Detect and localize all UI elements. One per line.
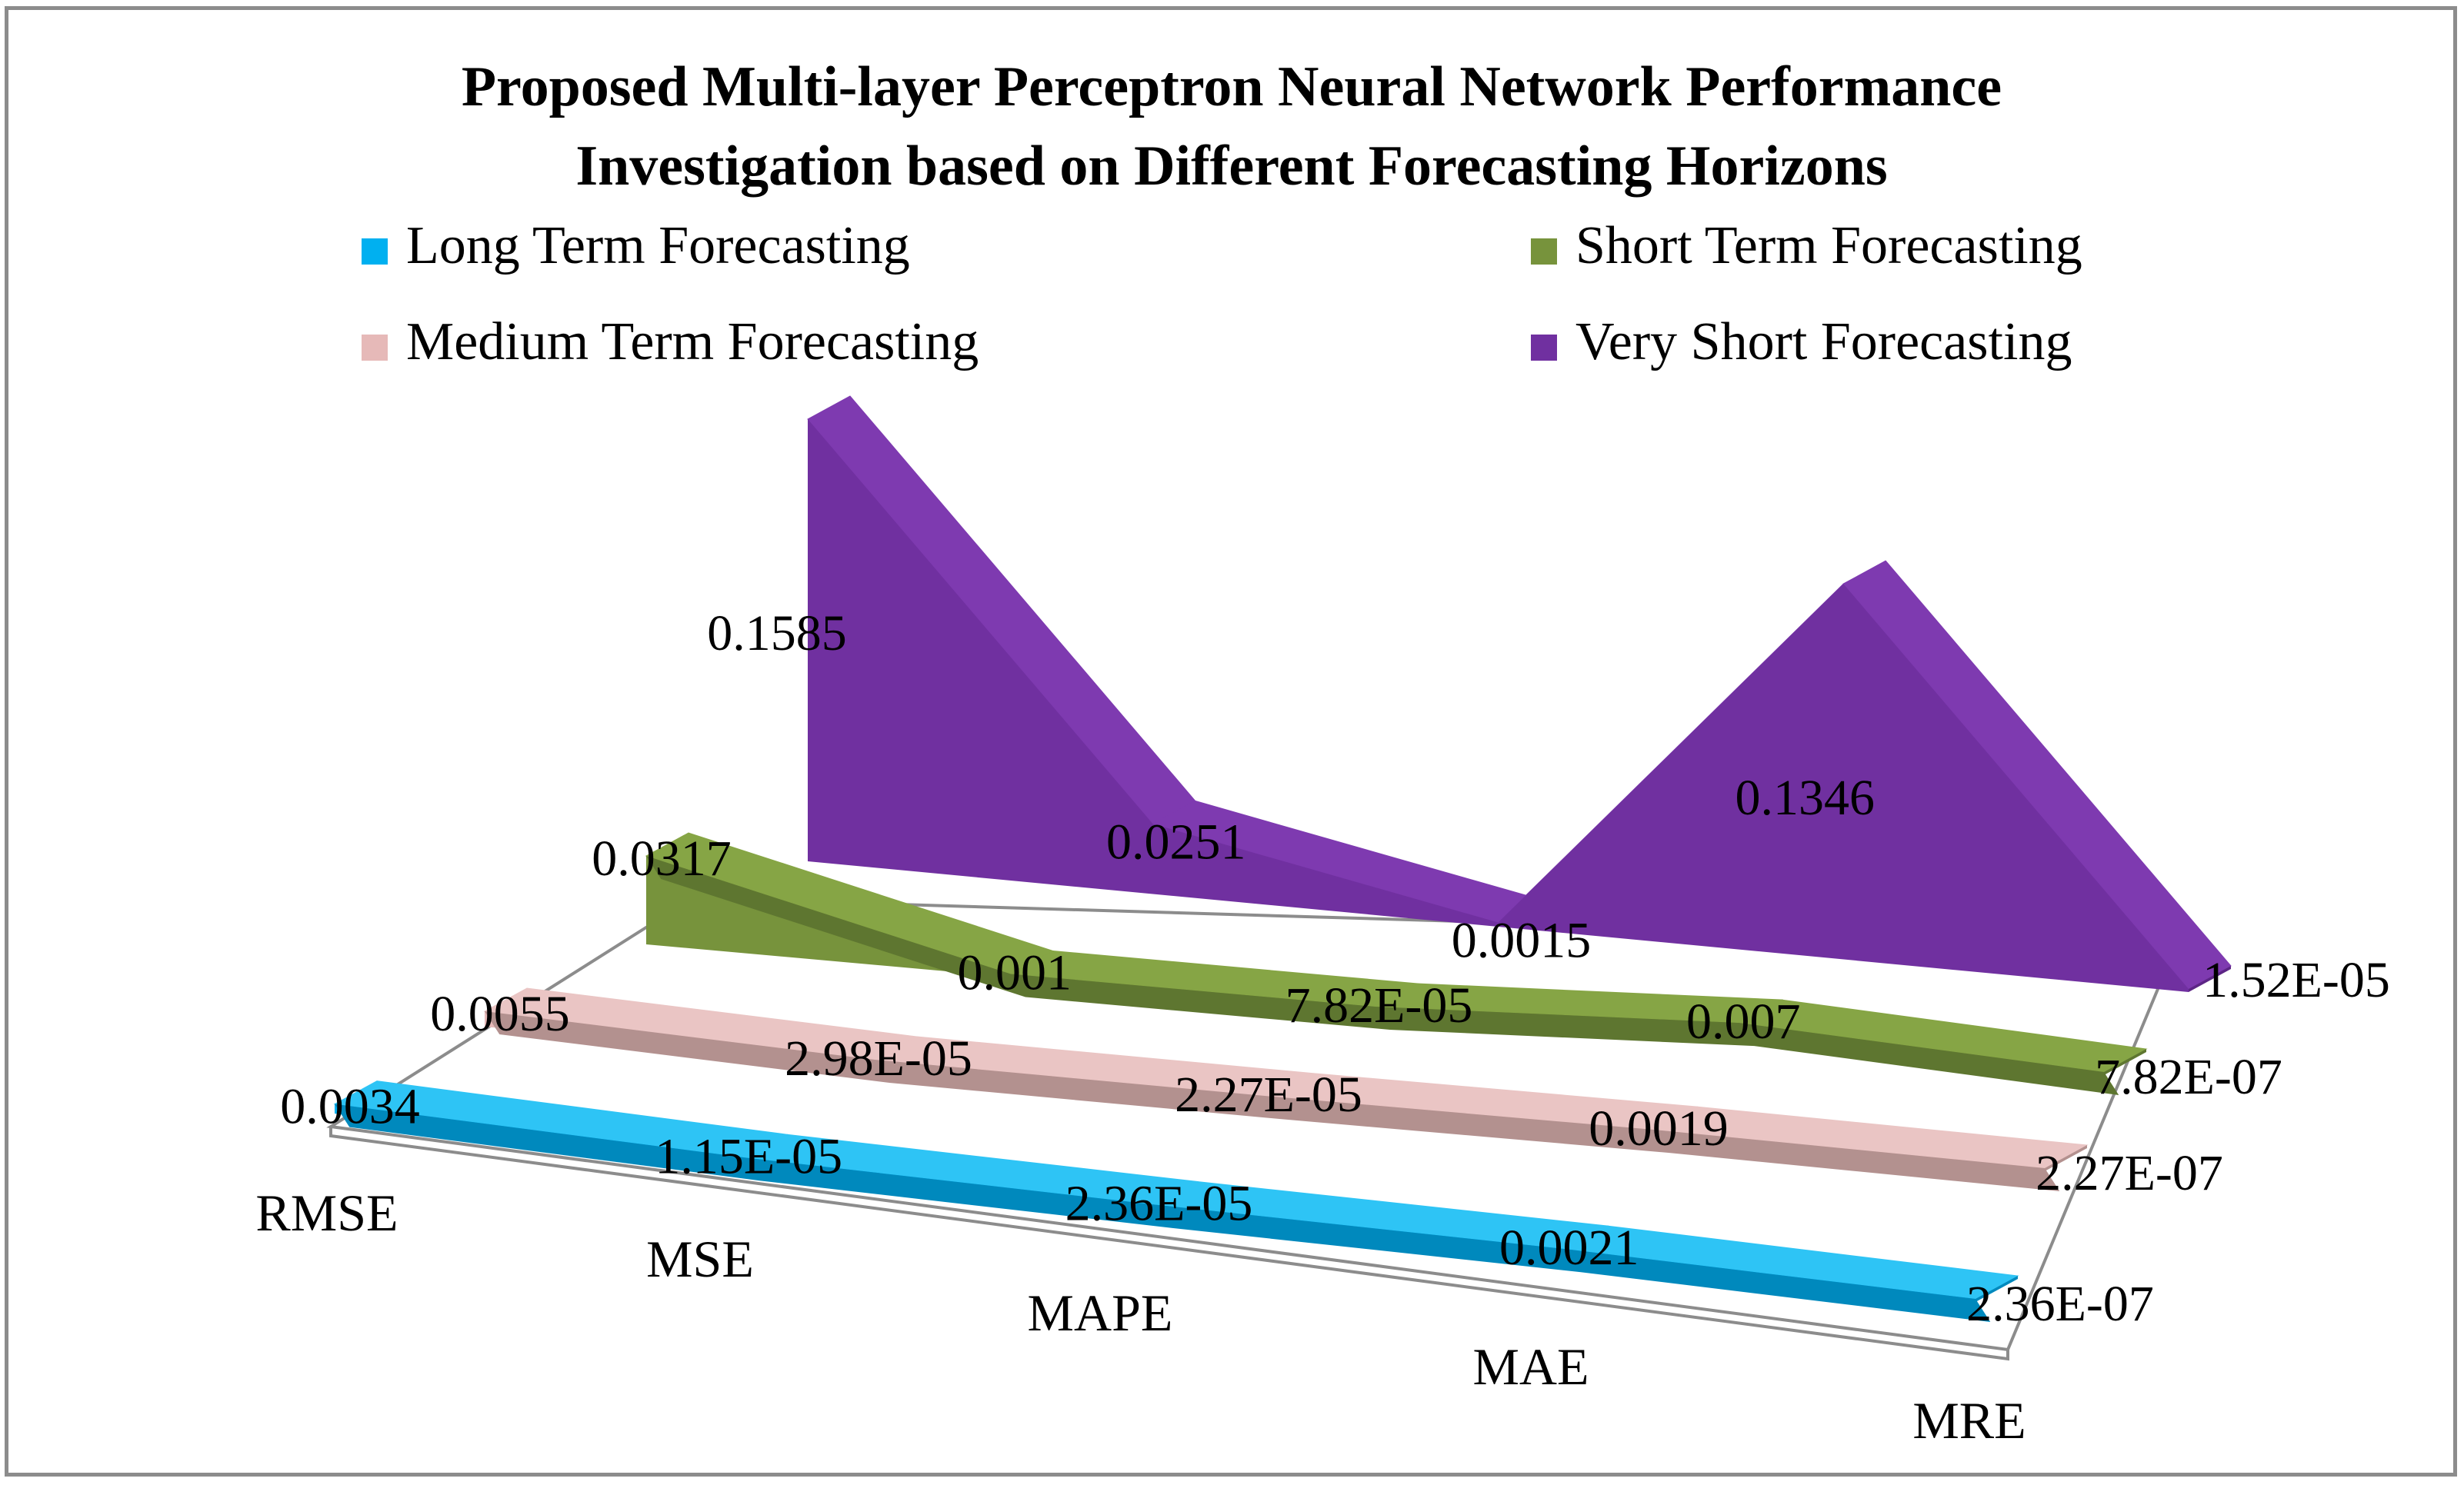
- data-label-short-term-forecasting-mre: 7.82E-07: [2095, 1049, 2282, 1105]
- legend-item-medium-term-forecasting: Medium Term Forecasting: [362, 312, 979, 371]
- data-label-long-term-forecasting-mape: 2.36E-05: [1065, 1176, 1253, 1232]
- category-label-mape: MAPE: [1028, 1284, 1173, 1342]
- series-medium-term-forecasting: [483, 987, 2089, 1191]
- data-label-long-term-forecasting-mae: 0.0021: [1499, 1220, 1639, 1276]
- legend-swatch-medium-term-forecasting: [362, 335, 388, 361]
- legend-label-short-term-forecasting: Short Term Forecasting: [1575, 216, 2082, 275]
- legend-label-very-short-forecasting: Very Short Forecasting: [1575, 312, 2072, 371]
- data-label-short-term-forecasting-mae: 0.007: [1686, 994, 1801, 1050]
- series-endcap-long-term-forecasting: [1976, 1276, 2018, 1302]
- legend: Long Term Forecasting Short Term Forecast…: [362, 216, 2082, 371]
- data-label-long-term-forecasting-mre: 2.36E-07: [1966, 1276, 2154, 1332]
- series-ribbon-short-term-forecasting: [646, 856, 2119, 1095]
- series-ribbon-medium-term-forecasting: [485, 1011, 2060, 1191]
- data-label-very-short-forecasting-mre: 1.52E-05: [2202, 952, 2390, 1008]
- data-label-short-term-forecasting-rmse: 0.0317: [592, 831, 732, 887]
- series-endcap-medium-term-forecasting: [2045, 1145, 2087, 1171]
- data-label-very-short-forecasting-mae: 0.1346: [1735, 770, 1876, 826]
- floor-edge: [329, 1127, 2009, 1361]
- series-endcap-short-term-forecasting: [2104, 1049, 2146, 1075]
- series-endcap-very-short-forecasting: [2189, 966, 2231, 992]
- data-label-short-term-forecasting-mse: 0.001: [958, 945, 1072, 1001]
- legend-label-long-term-forecasting: Long Term Forecasting: [406, 216, 910, 275]
- series-long-term-forecasting: [333, 1080, 2019, 1322]
- legend-swatch-short-term-forecasting: [1531, 238, 1557, 265]
- series-short-term-forecasting: [645, 832, 2148, 1095]
- chart-title-line-2: Investigation based on Different Forecas…: [575, 135, 1887, 198]
- data-label-long-term-forecasting-mse: 1.15E-05: [655, 1128, 842, 1184]
- legend-swatch-very-short-forecasting: [1531, 335, 1557, 361]
- series-ribbon-long-term-forecasting: [335, 1104, 1991, 1322]
- data-label-medium-term-forecasting-mape: 2.27E-05: [1175, 1067, 1362, 1123]
- chart-title: Proposed Multi-layer Perceptron Neural N…: [462, 55, 2002, 198]
- category-label-mae: MAE: [1472, 1337, 1589, 1396]
- category-axis: RMSE MSE MAPE MAE MRE: [255, 1184, 2026, 1450]
- data-label-medium-term-forecasting-mae: 0.0019: [1589, 1100, 1729, 1157]
- plot-area: [333, 395, 2232, 1322]
- data-label-medium-term-forecasting-rmse: 0.0055: [430, 986, 570, 1042]
- data-label-medium-term-forecasting-mre: 2.27E-07: [2036, 1145, 2223, 1201]
- data-labels: 0.1585 0.0251 0.0015 0.1346 1.52E-05 0.0317 0.…: [280, 605, 2390, 1332]
- category-label-mre: MRE: [1912, 1391, 2026, 1450]
- data-label-short-term-forecasting-mape: 7.82E-05: [1285, 977, 1473, 1034]
- category-label-rmse: RMSE: [255, 1184, 398, 1242]
- data-label-very-short-forecasting-mse: 0.0251: [1106, 814, 1246, 870]
- legend-item-very-short-forecasting: Very Short Forecasting: [1531, 312, 2072, 371]
- legend-item-short-term-forecasting: Short Term Forecasting: [1531, 216, 2082, 275]
- data-label-very-short-forecasting-rmse: 0.1585: [707, 605, 847, 661]
- data-label-medium-term-forecasting-mse: 2.98E-05: [785, 1031, 972, 1087]
- legend-item-long-term-forecasting: Long Term Forecasting: [362, 216, 910, 275]
- data-label-very-short-forecasting-mape: 0.0015: [1452, 913, 1592, 969]
- legend-swatch-long-term-forecasting: [362, 238, 388, 265]
- series-area-very-short-forecasting: [808, 419, 2189, 992]
- data-label-long-term-forecasting-rmse: 0.0034: [280, 1079, 420, 1135]
- chart-title-line-1: Proposed Multi-layer Perceptron Neural N…: [462, 55, 2002, 118]
- legend-label-medium-term-forecasting: Medium Term Forecasting: [406, 312, 979, 371]
- category-label-mse: MSE: [646, 1230, 754, 1288]
- series-very-short-forecasting: [807, 395, 2232, 992]
